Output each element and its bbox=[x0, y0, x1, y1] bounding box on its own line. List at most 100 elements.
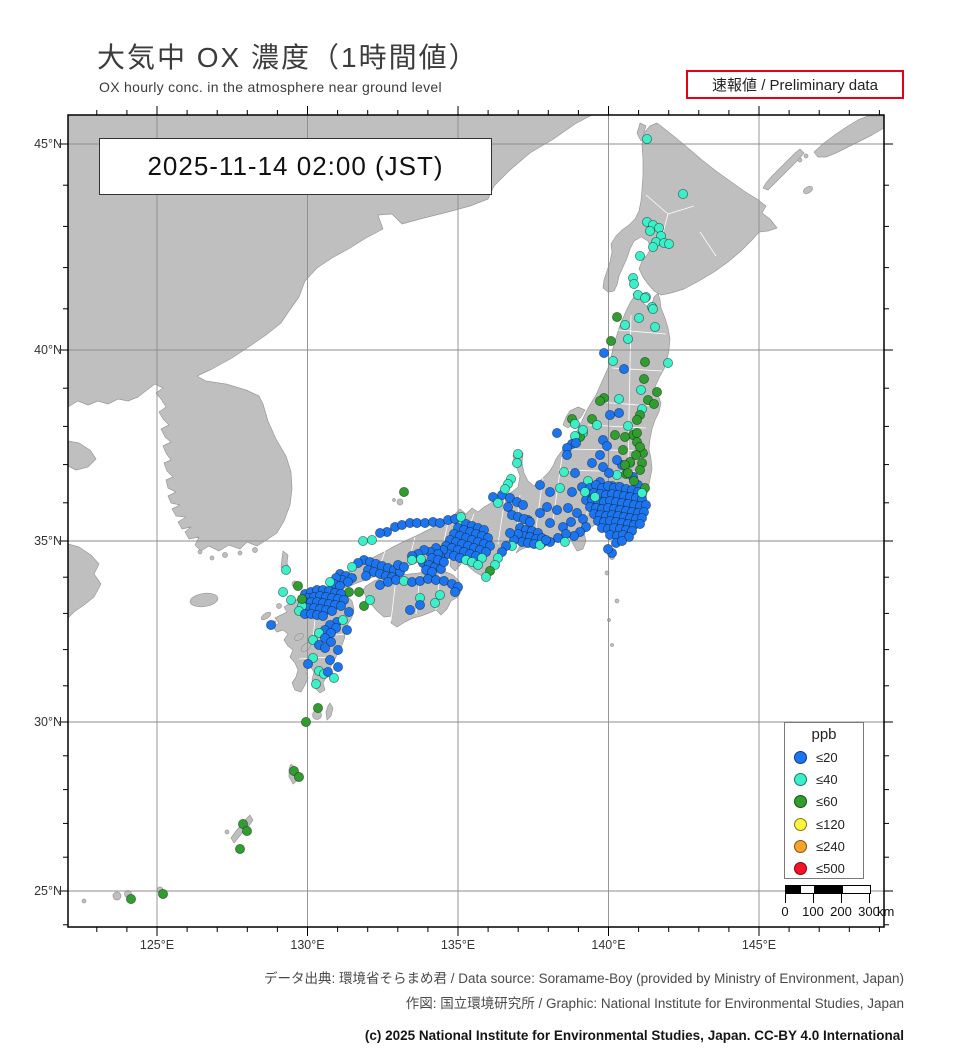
legend-entry-≤120: ≤120 bbox=[785, 813, 863, 835]
station-dot bbox=[326, 606, 337, 617]
station-dot bbox=[332, 662, 343, 673]
station-dot bbox=[595, 449, 606, 460]
station-dot bbox=[590, 491, 601, 502]
station-dot bbox=[617, 536, 628, 547]
station-dot bbox=[648, 241, 659, 252]
station-dots-layer bbox=[126, 133, 689, 905]
station-dot bbox=[398, 486, 409, 497]
station-dot bbox=[612, 454, 623, 465]
station-dot bbox=[608, 355, 619, 366]
station-dot bbox=[499, 483, 510, 494]
legend-entries: ≤20 ≤40 ≤60 ≤120 ≤240 ≤500 bbox=[785, 746, 863, 880]
station-dot bbox=[563, 502, 574, 513]
footer-graphic-credit: 作図: 国立環境研究所 / Graphic: National Institut… bbox=[405, 996, 904, 1011]
land-jeju bbox=[189, 592, 219, 608]
scale-tick bbox=[869, 893, 870, 903]
scale-tick bbox=[785, 893, 786, 903]
station-dot bbox=[572, 507, 583, 518]
station-dot bbox=[310, 679, 321, 690]
station-dot bbox=[398, 562, 409, 573]
station-dot bbox=[415, 554, 426, 565]
station-dot bbox=[341, 625, 352, 636]
preliminary-data-badge: 速報値 / Preliminary data bbox=[686, 70, 904, 99]
station-dot bbox=[635, 464, 646, 475]
station-dot bbox=[337, 615, 348, 626]
station-dot bbox=[277, 587, 288, 598]
legend-title: ppb bbox=[811, 726, 837, 743]
station-dot bbox=[623, 467, 634, 478]
station-dot bbox=[518, 499, 529, 510]
lon-label: 125°E bbox=[140, 938, 174, 952]
scale-bar-unit: km bbox=[877, 904, 895, 919]
station-dot bbox=[648, 303, 659, 314]
land-tanegashima bbox=[325, 702, 334, 721]
scale-seg-0-50 bbox=[786, 886, 800, 893]
station-dot bbox=[637, 487, 648, 498]
station-dot bbox=[545, 518, 556, 529]
station-dot bbox=[328, 673, 339, 684]
station-dot bbox=[562, 449, 573, 460]
station-dot bbox=[639, 373, 650, 384]
lat-label: 45°N bbox=[34, 137, 62, 151]
station-dot bbox=[449, 587, 460, 598]
station-dot bbox=[619, 363, 630, 374]
station-dot bbox=[319, 643, 330, 654]
station-dot bbox=[618, 444, 629, 455]
lon-label: 140°E bbox=[591, 938, 625, 952]
station-dot bbox=[343, 607, 354, 618]
legend-color-dot bbox=[794, 750, 807, 764]
station-dot bbox=[610, 429, 621, 440]
map-clipped-content bbox=[68, 115, 884, 927]
land-continent bbox=[68, 115, 593, 552]
station-dot bbox=[606, 335, 617, 346]
station-dot bbox=[364, 595, 375, 606]
japan-ox-map: 125°E 130°E 135°E 140°E 145°E 45°N 40°N 35°N 30°… bbox=[34, 106, 893, 952]
station-dot bbox=[535, 507, 546, 518]
station-dot bbox=[265, 620, 276, 631]
station-dot bbox=[346, 562, 357, 573]
scale-tick bbox=[813, 893, 814, 903]
station-dot bbox=[513, 448, 524, 459]
station-dot bbox=[241, 826, 252, 837]
station-dot bbox=[645, 225, 656, 236]
station-dot bbox=[571, 437, 582, 448]
station-dot bbox=[541, 535, 552, 546]
land-oki bbox=[396, 498, 404, 506]
station-dot bbox=[629, 278, 640, 289]
legend-entry-label: ≤20 bbox=[816, 749, 838, 765]
station-dot bbox=[285, 595, 296, 606]
station-dot bbox=[570, 467, 581, 478]
station-dot bbox=[555, 482, 566, 493]
footer-data-source: データ出典: 環境省そらまめ君 / Data source: Soramame-… bbox=[264, 971, 904, 986]
station-dot bbox=[312, 703, 323, 714]
station-dot bbox=[629, 475, 640, 486]
station-dot bbox=[317, 611, 328, 622]
station-dot bbox=[570, 418, 581, 429]
legend-entry-≤60: ≤60 bbox=[785, 791, 863, 813]
scale-tick-label: 100 bbox=[802, 904, 824, 919]
station-dot bbox=[632, 414, 643, 425]
scale-seg-200-300 bbox=[842, 886, 870, 893]
station-dot bbox=[663, 357, 674, 368]
station-dot bbox=[635, 519, 646, 530]
station-dot bbox=[280, 565, 291, 576]
scale-tick-label: 0 bbox=[781, 904, 789, 919]
station-dot bbox=[545, 486, 556, 497]
legend-entry-label: ≤120 bbox=[816, 816, 845, 832]
timestamp-box: 2025-11-14 02:00 (JST) bbox=[99, 138, 492, 195]
station-dot bbox=[335, 601, 346, 612]
station-dot bbox=[603, 544, 614, 555]
lat-label: 35°N bbox=[34, 534, 62, 548]
legend-entry-≤20: ≤20 bbox=[785, 746, 863, 768]
land-china-coast bbox=[68, 543, 102, 619]
station-dot bbox=[360, 571, 371, 582]
station-dot bbox=[592, 419, 603, 430]
scale-tick bbox=[841, 893, 842, 903]
station-dot bbox=[455, 512, 466, 523]
legend-color-dot bbox=[794, 839, 807, 853]
station-dot bbox=[357, 536, 368, 547]
station-dot bbox=[635, 250, 646, 261]
station-dot bbox=[636, 384, 647, 395]
station-dot bbox=[649, 398, 660, 409]
